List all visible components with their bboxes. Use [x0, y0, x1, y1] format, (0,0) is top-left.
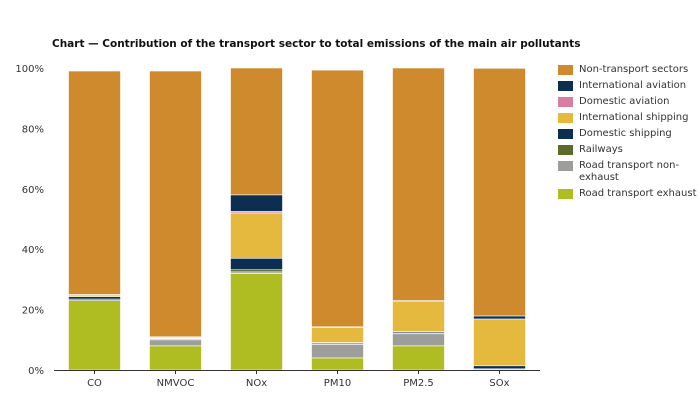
- bar-segment: [473, 365, 526, 370]
- bar-segment: [230, 194, 283, 212]
- legend-item: International shipping: [558, 112, 700, 124]
- bar-segment: [473, 68, 526, 317]
- y-tick-label: 0%: [28, 366, 44, 377]
- bar-segment: [311, 344, 364, 359]
- legend-swatch: [558, 189, 573, 199]
- bar-stack-nox: [230, 67, 283, 371]
- bar-stack-nmvoc: [149, 70, 202, 371]
- legend-swatch: [558, 113, 573, 123]
- x-tick-label: PM10: [324, 378, 351, 389]
- chart-title: Chart — Contribution of the transport se…: [52, 38, 581, 50]
- bar-segment: [311, 69, 364, 328]
- bar-segment: [311, 327, 364, 343]
- bar-segment: [473, 318, 526, 367]
- legend-label: Road transport non-exhaust: [579, 160, 680, 183]
- bar-segment: [68, 70, 121, 295]
- legend-item: Domestic shipping: [558, 128, 700, 140]
- y-tick-label: 20%: [22, 306, 44, 317]
- legend-swatch: [558, 65, 573, 75]
- bar-stack-co: [68, 70, 121, 371]
- bar-segment: [392, 67, 445, 301]
- y-tick-label: 80%: [22, 124, 44, 135]
- legend-item: Domestic aviation: [558, 96, 700, 108]
- bar-segment: [392, 333, 445, 347]
- bar-segment: [68, 296, 121, 300]
- legend-label: Railways: [579, 144, 623, 155]
- chart-legend: Non-transport sectors International aviat…: [558, 64, 700, 204]
- legend-item: Road transport non-exhaust: [558, 160, 700, 184]
- legend-label: Domestic shipping: [579, 128, 672, 139]
- legend-swatch: [558, 129, 573, 139]
- bar-segment: [230, 269, 283, 273]
- bar-segment: [149, 70, 202, 338]
- x-tick-label: PM2.5: [403, 378, 434, 389]
- legend-label: Non-transport sectors: [579, 64, 689, 75]
- bar-segment: [149, 345, 202, 371]
- y-tick-label: 40%: [22, 245, 44, 256]
- bar-segment: [311, 357, 364, 371]
- legend-label: International aviation: [579, 80, 687, 91]
- bar-segment: [149, 339, 202, 347]
- x-tick-label: NOx: [246, 378, 267, 389]
- bar-segment: [230, 257, 283, 271]
- legend-swatch: [558, 145, 573, 155]
- legend-item: Non-transport sectors: [558, 64, 700, 76]
- legend-label: Domestic aviation: [579, 96, 670, 107]
- bar-stack-sox: [473, 68, 526, 371]
- bar-segment: [230, 273, 283, 371]
- legend-swatch: [558, 81, 573, 91]
- bar-segment: [68, 300, 121, 371]
- x-tick-label: NMVOC: [157, 378, 195, 389]
- bar-segment: [230, 212, 283, 259]
- bar-segment: [473, 315, 526, 320]
- legend-item: International aviation: [558, 80, 700, 92]
- bar-stack-pm10: [311, 69, 364, 371]
- legend-label: International shipping: [579, 112, 689, 123]
- legend-item: Road transport exhaust: [558, 188, 700, 200]
- x-tick-label: CO: [87, 378, 102, 389]
- legend-swatch: [558, 161, 573, 171]
- bar-segment: [392, 301, 445, 332]
- y-tick-label: 60%: [22, 185, 44, 196]
- y-tick-label: 100%: [15, 64, 44, 75]
- legend-item: Railways: [558, 144, 700, 156]
- legend-label: Road transport exhaust: [579, 188, 697, 199]
- legend-swatch: [558, 97, 573, 107]
- x-tick-label: SOx: [489, 378, 509, 389]
- bar-segment: [392, 345, 445, 371]
- bar-stack-pm2-5: [392, 67, 445, 371]
- bar-segment: [230, 67, 283, 196]
